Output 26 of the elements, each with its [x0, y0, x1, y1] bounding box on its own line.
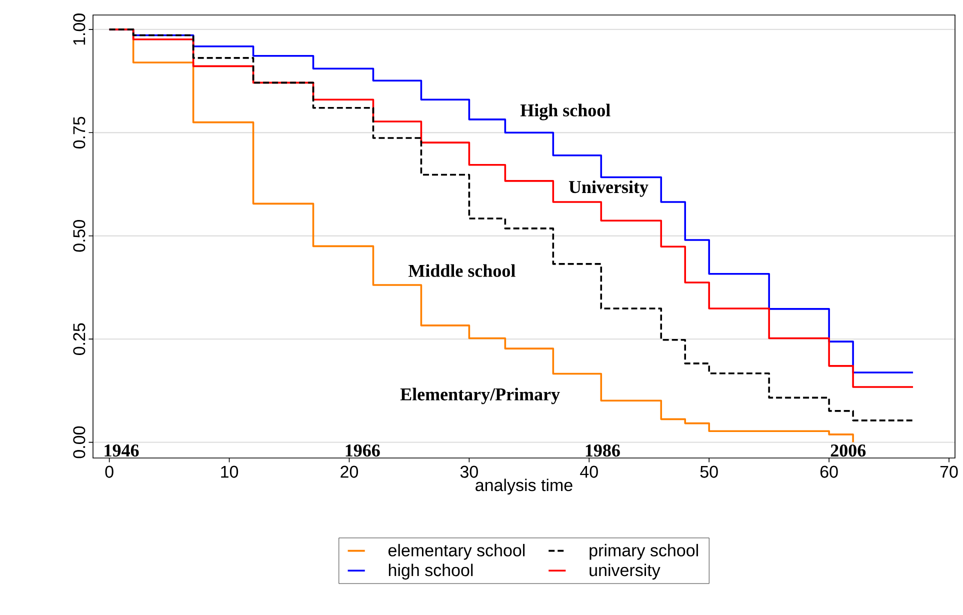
x-axis-title: analysis time	[476, 478, 572, 495]
y-tick-label: 0.75	[73, 116, 86, 149]
annotation: Middle school	[408, 264, 516, 277]
annotation: 1966	[346, 444, 380, 457]
x-tick-label: 40	[580, 466, 598, 478]
legend-label: high school	[388, 564, 473, 580]
y-tick-label: 0.00	[73, 426, 86, 458]
y-tick-label: 1.00	[73, 14, 86, 45]
legend-label: primary school	[590, 544, 698, 560]
annotation: 1986	[586, 444, 620, 457]
annotation: Elementary/Primary	[400, 388, 560, 404]
annotation: 1946	[104, 444, 139, 457]
x-tick-label: 10	[221, 466, 238, 478]
annotation: 2006	[830, 444, 866, 457]
y-tick-label: 0.25	[73, 323, 86, 355]
y-tick-label: 0.50	[73, 220, 86, 252]
x-tick-label: 0	[105, 466, 114, 478]
legend-label: university	[590, 564, 660, 580]
annotation: University	[568, 180, 648, 197]
x-tick-label: 30	[460, 466, 478, 478]
x-tick-label: 50	[700, 466, 718, 478]
x-tick-label: 60	[820, 466, 838, 478]
annotation: High school	[520, 104, 610, 120]
legend-label: elementary school	[388, 544, 525, 560]
x-tick-label: 70	[940, 466, 958, 478]
x-tick-label: 20	[340, 466, 358, 478]
